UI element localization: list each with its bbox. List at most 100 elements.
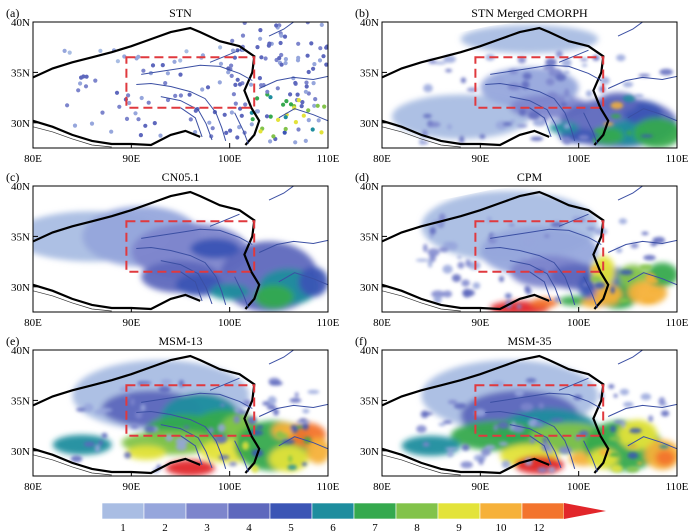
precip-field (655, 449, 675, 466)
station-dot (306, 118, 311, 123)
precip-cell (433, 61, 447, 65)
station-dot (312, 62, 317, 67)
station-dot (249, 122, 254, 127)
dry-region (382, 350, 520, 375)
station-dot (283, 57, 288, 62)
river-line (268, 350, 294, 365)
station-dot (263, 56, 268, 61)
precip-cell (289, 398, 302, 403)
station-dot (165, 71, 170, 76)
precip-cell (144, 425, 156, 433)
study-region-box (474, 384, 605, 437)
precip-cell (443, 55, 456, 63)
lat-tick-label: 30N (11, 446, 30, 458)
panel-label: (c) (6, 170, 19, 184)
precip-cell (586, 227, 596, 231)
station-dot (319, 22, 324, 27)
station-dot (217, 80, 222, 85)
precip-cell (460, 461, 473, 469)
panel-label: (a) (6, 6, 19, 20)
panel-msm-13: 80E 90E 100E 110E 30N 35N 40N(e) MSM-13 (6, 334, 340, 493)
station-dot (98, 48, 103, 54)
river-line (617, 22, 643, 37)
station-dot (274, 23, 279, 28)
precip-cell (555, 73, 567, 82)
station-dot (165, 97, 171, 103)
precip-cell (530, 136, 544, 142)
river-line (258, 403, 328, 417)
station-dot (312, 103, 317, 108)
panel-stn: 80E 90E 100E 110E 30N 35N 40N(a) STN (6, 6, 340, 165)
station-dot (296, 98, 301, 103)
precip-cell (137, 381, 152, 385)
lon-tick-label: 80E (373, 153, 391, 165)
river-line (627, 108, 677, 122)
panel-frame (32, 185, 329, 313)
plateau-boundary-south (382, 447, 550, 475)
station-dot (319, 130, 324, 135)
coast-line (33, 126, 112, 148)
precip-cell (534, 422, 544, 427)
precip-cell (428, 121, 441, 128)
station-dot (224, 130, 229, 135)
precip-cell (498, 441, 508, 446)
station-dot (277, 56, 282, 61)
colorbar-label: 10 (496, 522, 508, 532)
precip-cell (519, 108, 526, 116)
precip-cell (640, 393, 652, 401)
station-dot (200, 87, 205, 92)
station-dot (218, 45, 223, 50)
station-dot (265, 89, 270, 94)
river-line (278, 272, 328, 286)
precip-cell (608, 453, 620, 457)
station-dot (178, 72, 183, 77)
panel-frame (32, 349, 329, 477)
dry-region (382, 186, 520, 211)
panel-frame (381, 185, 678, 313)
precip-cell (299, 418, 307, 422)
station-dot (233, 82, 238, 87)
precip-cell (497, 421, 510, 430)
precip-cell (621, 420, 626, 429)
precip-cell (429, 226, 436, 235)
panel-title: STN (169, 6, 192, 20)
precip-field (210, 283, 250, 300)
precip-cell (622, 95, 636, 103)
colorbar-segment (143, 502, 187, 520)
station-dot (83, 84, 89, 89)
precip-cell (472, 282, 481, 290)
precip-cell (465, 259, 471, 268)
precip-field (306, 437, 328, 464)
station-dot (306, 108, 311, 113)
station-dot (114, 90, 120, 95)
precip-cell (590, 276, 602, 283)
station-dot (258, 129, 263, 134)
river-line (627, 436, 677, 450)
precip-cell (528, 111, 540, 120)
precip-cell (613, 420, 624, 424)
station-dot (283, 61, 288, 66)
colorbar-label: 3 (204, 522, 210, 532)
precip-cell (626, 445, 639, 449)
lon-tick-label: 100E (567, 481, 591, 493)
station-dot (187, 92, 192, 97)
station-dot (255, 45, 260, 50)
precip-cell (251, 464, 259, 473)
precip-cell (619, 269, 634, 276)
station-dot (146, 100, 151, 105)
precip-cell (610, 113, 622, 119)
lat-tick-label: 40N (360, 17, 379, 29)
precip-cell (630, 242, 639, 249)
precip-cell (269, 380, 283, 386)
precip-cell (558, 446, 572, 454)
station-dot (301, 113, 306, 118)
river-line (268, 22, 294, 37)
precip-cell (461, 279, 470, 287)
station-dot (316, 118, 321, 123)
precip-field (190, 238, 240, 259)
precip-cell (486, 242, 497, 251)
precip-cell (608, 436, 621, 441)
precip-cell (474, 408, 486, 417)
precip-cell (433, 295, 442, 304)
station-dot (293, 80, 298, 86)
